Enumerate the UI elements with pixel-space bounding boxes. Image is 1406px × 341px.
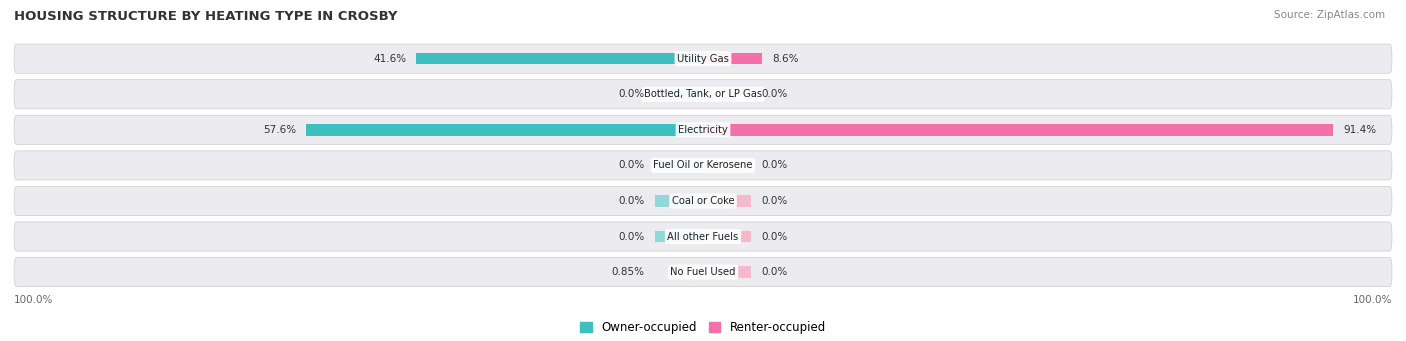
Bar <box>655 89 703 100</box>
Text: 0.0%: 0.0% <box>762 160 787 170</box>
Text: 0.0%: 0.0% <box>762 196 787 206</box>
Text: 0.0%: 0.0% <box>762 89 787 99</box>
Text: Fuel Oil or Kerosene: Fuel Oil or Kerosene <box>654 160 752 170</box>
Bar <box>697 266 703 278</box>
Text: Source: ZipAtlas.com: Source: ZipAtlas.com <box>1274 10 1385 20</box>
Text: 0.85%: 0.85% <box>612 267 644 277</box>
Bar <box>703 89 751 100</box>
Bar <box>307 124 703 135</box>
FancyBboxPatch shape <box>14 187 1392 216</box>
Text: 0.0%: 0.0% <box>762 232 787 241</box>
FancyBboxPatch shape <box>14 151 1392 180</box>
Text: 41.6%: 41.6% <box>373 54 406 64</box>
Text: 0.0%: 0.0% <box>619 160 644 170</box>
Text: All other Fuels: All other Fuels <box>668 232 738 241</box>
FancyBboxPatch shape <box>14 222 1392 251</box>
Bar <box>703 266 751 278</box>
Bar <box>703 160 751 171</box>
FancyBboxPatch shape <box>14 80 1392 109</box>
Bar <box>703 124 1333 135</box>
Text: 0.0%: 0.0% <box>619 196 644 206</box>
Text: 57.6%: 57.6% <box>263 125 295 135</box>
Bar <box>655 160 703 171</box>
Bar <box>416 53 703 64</box>
Legend: Owner-occupied, Renter-occupied: Owner-occupied, Renter-occupied <box>575 316 831 339</box>
Text: 100.0%: 100.0% <box>14 295 53 305</box>
Text: Bottled, Tank, or LP Gas: Bottled, Tank, or LP Gas <box>644 89 762 99</box>
Text: 0.0%: 0.0% <box>619 89 644 99</box>
Text: 100.0%: 100.0% <box>1353 295 1392 305</box>
Text: No Fuel Used: No Fuel Used <box>671 267 735 277</box>
Text: 0.0%: 0.0% <box>619 232 644 241</box>
FancyBboxPatch shape <box>14 115 1392 144</box>
Bar <box>703 53 762 64</box>
FancyBboxPatch shape <box>14 44 1392 73</box>
FancyBboxPatch shape <box>14 257 1392 287</box>
Text: HOUSING STRUCTURE BY HEATING TYPE IN CROSBY: HOUSING STRUCTURE BY HEATING TYPE IN CRO… <box>14 10 398 23</box>
Bar <box>703 195 751 207</box>
Text: 8.6%: 8.6% <box>772 54 799 64</box>
Text: 0.0%: 0.0% <box>762 267 787 277</box>
Text: Electricity: Electricity <box>678 125 728 135</box>
Bar <box>655 231 703 242</box>
Text: Coal or Coke: Coal or Coke <box>672 196 734 206</box>
Text: 91.4%: 91.4% <box>1343 125 1376 135</box>
Bar <box>703 231 751 242</box>
Text: Utility Gas: Utility Gas <box>678 54 728 64</box>
Bar <box>655 195 703 207</box>
